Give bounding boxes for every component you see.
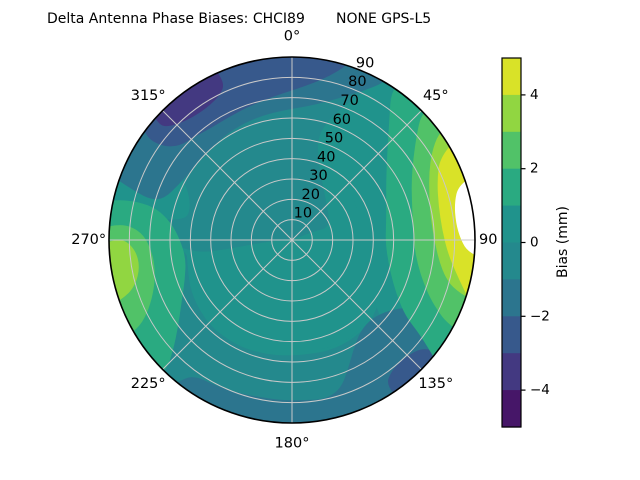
- r-tick-label: 30: [309, 168, 327, 184]
- colorbar-band: [502, 58, 521, 96]
- r-tick-label: 50: [325, 131, 343, 147]
- theta-tick-label: 0°: [284, 29, 300, 45]
- theta-tick-label: 315°: [131, 88, 166, 104]
- theta-tick-label: 135°: [418, 376, 453, 392]
- theta-tick-label: 225°: [131, 376, 166, 392]
- contour-center-positive-blob: [190, 228, 380, 353]
- polar-grid: [109, 57, 475, 423]
- polar-grid-line: [291, 239, 422, 370]
- r-tick-label: 80: [348, 74, 366, 90]
- colorbar-band: [502, 242, 521, 280]
- contour-southwest-bright-core: [109, 240, 139, 306]
- colorbar-tick-label: −2: [530, 308, 550, 324]
- colorbar-axis-label: Bias (mm): [555, 206, 571, 278]
- colorbar-tick-label: −4: [530, 382, 550, 398]
- polar-grid-line: [162, 110, 293, 241]
- r-tick-label: 10: [294, 206, 312, 222]
- colorbar-tick-label: 4: [530, 87, 539, 103]
- colorbar-tick-label: 0: [530, 235, 539, 251]
- theta-tick-label: 180°: [275, 435, 310, 451]
- colorbar-band: [502, 205, 521, 244]
- r-tick-label: 20: [301, 187, 319, 203]
- chart-title: Delta Antenna Phase Biases: CHCI89 NONE …: [47, 11, 432, 27]
- colorbar-band: [502, 94, 521, 133]
- r-tick-label: 70: [340, 93, 358, 109]
- contour-northwest-darkest-patch: [150, 64, 224, 127]
- r-tick-label: 40: [317, 149, 335, 165]
- colorbar-tick-label: 2: [530, 161, 539, 177]
- r-tick-label: 60: [333, 112, 351, 128]
- contour-east-saturated-spot: [454, 175, 475, 258]
- polar-grid-line: [162, 239, 293, 370]
- colorbar: 4 2 0 −2 −4 Bias (mm): [501, 57, 571, 428]
- colorbar-band: [502, 279, 521, 317]
- colorbar-band: [502, 390, 521, 428]
- polar-outline: [108, 56, 476, 424]
- colorbar-band: [502, 168, 521, 207]
- polar-grid-line: [291, 110, 422, 241]
- colorbar-band: [502, 353, 521, 391]
- theta-tick-label: 90: [479, 232, 497, 248]
- theta-tick-label: 270°: [71, 232, 106, 248]
- colorbar-band: [502, 316, 521, 354]
- r-tick-label: 90: [356, 55, 374, 71]
- theta-tick-label: 45°: [423, 88, 449, 104]
- colorbar-band: [502, 131, 521, 170]
